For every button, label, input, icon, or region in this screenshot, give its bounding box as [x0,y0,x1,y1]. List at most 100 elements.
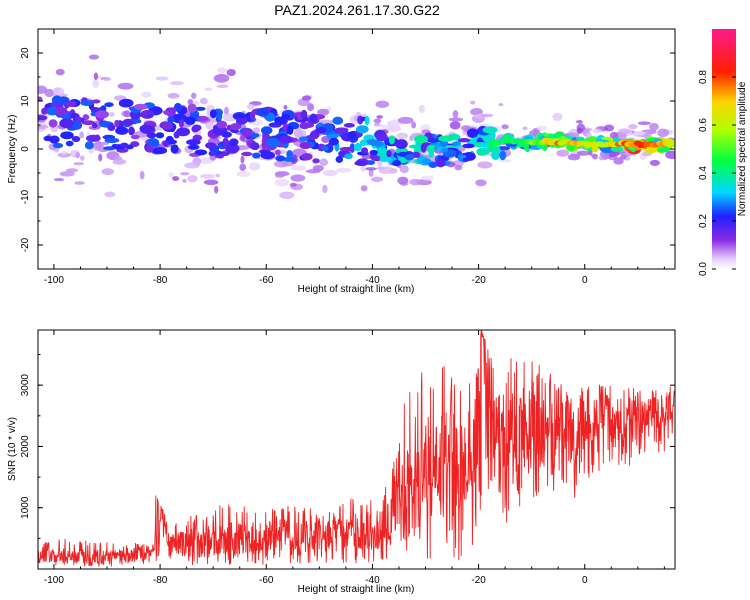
heatmap-cell [536,125,548,131]
heatmap-cell [286,125,294,135]
heatmap-cell [192,124,202,132]
heatmap-cell [88,149,94,154]
heatmap-cell [91,99,101,104]
heatmap-cell [279,191,295,199]
x-tick-label: -60 [259,275,274,286]
heatmap-cell [360,185,368,192]
x-tick-label: -40 [365,575,380,586]
heatmap-cell [375,100,390,108]
heatmap-cell [404,153,415,161]
heatmap-cell [240,151,253,157]
colorbar-tick-label: 0.0 [698,262,709,276]
heatmap-cell [52,142,64,149]
heatmap-cell [187,175,198,183]
heatmap-cell [592,128,603,134]
x-tick-label: -80 [153,575,168,586]
heatmap-cell [451,141,461,146]
heatmap-cell [214,185,219,194]
heatmap-cell [230,148,238,153]
x-tick-label: -100 [44,275,64,286]
heatmap-cell [101,168,114,176]
heatmap-cell [301,153,313,161]
heatmap-cell [95,110,109,119]
x-tick-label: -80 [153,275,168,286]
heatmap-cell [216,84,229,89]
colorbar-label: Normalized spectral amplitude [737,81,748,216]
heatmap-cell [498,103,504,107]
heatmap-cell [41,107,48,115]
heatmap-cell [140,91,152,98]
heatmap-cell [221,131,232,138]
heatmap-cell [274,173,285,178]
heatmap-cell [334,127,349,133]
heatmap-cell [332,116,344,125]
heatmap-cell [448,117,464,122]
heatmap-cell [454,164,463,171]
heatmap-cell [321,145,329,151]
heatmap-cell [604,124,615,132]
heatmap-cell [522,126,528,131]
heatmap-cell [260,126,273,135]
heatmap-cell [289,182,297,187]
heatmap-cell [130,134,140,140]
heatmap-cell [92,79,99,89]
heatmap-cell [252,127,261,134]
heatmap-cell [291,165,307,171]
heatmap-cell [104,191,116,198]
colorbar-tick-label: 0.8 [698,70,709,84]
heatmap-cell [109,112,115,117]
heatmap-cell [118,98,134,108]
heatmap-cell [204,87,213,91]
heatmap-cell [102,77,112,82]
heatmap-cell [65,100,77,107]
heatmap-cell [88,54,99,60]
heatmap-cell [480,113,494,118]
heatmap-cell [482,126,498,134]
y-tick-label: 20 [20,47,31,59]
heatmap-cell [59,171,75,177]
heatmap-cell [370,176,384,183]
heatmap-cell [232,114,247,119]
heatmap-cell [128,126,135,136]
heatmap-cell [163,140,169,147]
heatmap-cell [397,116,414,124]
snr-panel: -100 -80 -60 -40 -20 0 1000 2000 3000 Height of… [7,329,676,595]
heatmap-cell [53,177,65,182]
heatmap-cell [208,150,216,157]
heatmap-cell [191,92,197,100]
colorbar-tick-label: 0.6 [698,118,709,132]
heatmap-cell [194,106,206,111]
heatmap-cell [85,134,101,142]
colorbar-gradient [712,29,736,269]
heatmap-cell [209,109,217,119]
heatmap-cell [173,131,180,139]
heatmap-cell [51,95,63,105]
heatmap-cell [298,130,307,139]
heatmap-cell [84,141,94,150]
heatmap-cell [256,107,269,117]
heatmap-cell [224,106,229,116]
heatmap-cell [353,142,362,152]
heatmap-cell [491,150,500,161]
heatmap-cell [421,158,431,164]
heatmap-cell [392,159,402,167]
snr-series-line [38,330,675,567]
heatmap-cell [613,157,624,165]
heatmap-cell [261,140,268,150]
heatmap-cell [167,92,180,99]
heatmap-cell [213,73,230,83]
heatmap-cell [399,165,409,174]
x-tick-label: -60 [259,575,274,586]
heatmap-cell [187,103,197,113]
heatmap-cell [55,106,68,116]
heatmap-cell [53,87,65,95]
heatmap-cell [462,157,469,162]
heatmap-cell [649,122,659,131]
heatmap-cell [112,158,127,165]
heatmap-cell [618,128,632,134]
heatmap-cell [427,144,435,150]
heatmap-cell [217,67,228,73]
y-tick-label: 10 [20,95,31,107]
heatmap-cell [378,166,395,175]
heatmap-cell [486,145,501,153]
